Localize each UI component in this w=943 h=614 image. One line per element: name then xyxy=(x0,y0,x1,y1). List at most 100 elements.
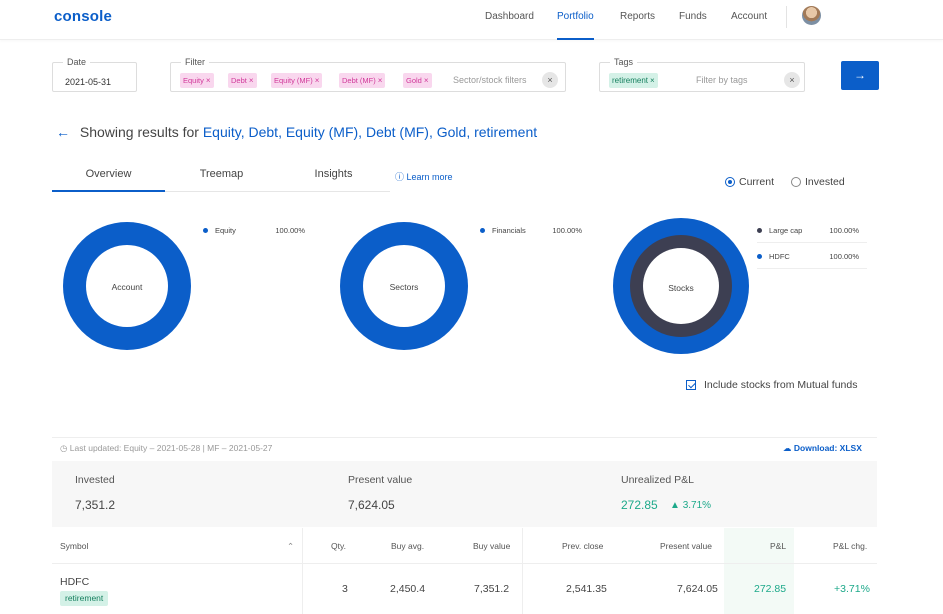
tag-chip-retirement[interactable]: retirement × xyxy=(609,73,658,88)
nav-reports[interactable]: Reports xyxy=(620,11,656,22)
chip-remove-icon[interactable]: × xyxy=(650,76,655,85)
filter-chip-debt-mf[interactable]: Debt (MF) × xyxy=(339,73,386,88)
nav-portfolio[interactable]: Portfolio xyxy=(557,0,594,40)
chip-remove-icon[interactable]: × xyxy=(423,76,429,85)
chip-remove-icon[interactable]: × xyxy=(377,76,383,85)
cloud-download-icon: ☁ xyxy=(783,443,792,453)
legend-equity: Equity 100.00% xyxy=(203,223,305,237)
th-buy-avg[interactable]: Buy avg. xyxy=(391,541,425,551)
table-header-line xyxy=(52,563,877,564)
account-donut[interactable] xyxy=(63,222,191,350)
legend-divider xyxy=(757,268,867,269)
legend-large-cap: Large cap 100.00% xyxy=(757,223,859,237)
pnl-column-highlight xyxy=(724,528,794,614)
filter-field[interactable]: Filter Equity × Debt × Equity (MF) × Debt (… xyxy=(170,57,566,92)
date-value[interactable]: 2021-05-31 xyxy=(65,77,112,87)
row-present-value: 7,624.05 xyxy=(677,583,718,595)
legend-hdfc: HDFC 100.00% xyxy=(757,249,859,263)
stocks-donut[interactable] xyxy=(613,218,749,354)
legend-dot xyxy=(203,227,208,233)
results-terms: Equity, Debt, Equity (MF), Debt (MF), Go… xyxy=(202,124,538,140)
row-buy-value: 7,351.2 xyxy=(474,583,510,595)
invested-label: Invested xyxy=(75,474,115,486)
account-donut-label: Account xyxy=(111,282,143,292)
clear-filters-icon[interactable]: × xyxy=(542,72,558,88)
console-logo[interactable]: console xyxy=(54,8,113,25)
legend-divider xyxy=(757,242,867,243)
date-label: Date xyxy=(63,57,91,68)
radio-unchecked-icon xyxy=(791,177,801,187)
results-prefix: Showing results for xyxy=(79,124,199,140)
th-pnl-chg[interactable]: P&L chg. xyxy=(833,541,868,551)
th-present-value[interactable]: Present value xyxy=(660,541,712,551)
present-value: 7,624.05 xyxy=(348,498,395,512)
last-updated: ◷ Last updated: Equity – 2021-05-28 | MF… xyxy=(60,443,273,453)
row-qty: 3 xyxy=(342,583,348,595)
filter-chip-equity[interactable]: Equity × xyxy=(180,73,214,88)
clear-tags-icon[interactable]: × xyxy=(784,72,800,88)
section-divider xyxy=(52,437,877,438)
pnl-percent: ▲ 3.71% xyxy=(670,500,712,511)
filter-chip-equity-mf[interactable]: Equity (MF) × xyxy=(271,73,323,88)
nav-account[interactable]: Account xyxy=(731,11,768,22)
row-prev-close: 2,541.35 xyxy=(566,583,607,595)
tags-search-input[interactable]: Filter by tags xyxy=(696,75,748,85)
row-pnl-chg: +3.71% xyxy=(834,583,870,595)
column-divider xyxy=(302,528,303,614)
invested-value: 7,351.2 xyxy=(75,498,116,512)
th-symbol[interactable]: Symbol xyxy=(60,541,89,551)
learn-more-link[interactable]: ⓘ Learn more xyxy=(395,172,453,182)
legend-dot xyxy=(480,227,485,233)
filter-search-input[interactable]: Sector/stock filters xyxy=(453,75,527,85)
present-value-label: Present value xyxy=(348,474,413,486)
legend-financials: Financials 100.00% xyxy=(480,223,582,237)
tab-overview[interactable]: Overview xyxy=(52,168,165,192)
row-pnl: 272.85 xyxy=(754,583,787,595)
download-xlsx-link[interactable]: ☁ Download: XLSX xyxy=(783,443,862,453)
stocks-donut-label: Stocks xyxy=(668,283,694,293)
tags-label: Tags xyxy=(610,57,638,68)
row-buy-avg: 2,450.4 xyxy=(390,583,426,595)
arrow-right-icon: → xyxy=(854,68,866,82)
back-arrow-icon[interactable]: ← xyxy=(56,124,70,140)
tab-treemap[interactable]: Treemap xyxy=(199,168,244,180)
chip-remove-icon[interactable]: × xyxy=(314,76,320,85)
nav-funds[interactable]: Funds xyxy=(679,11,707,22)
sort-chevron-up-icon[interactable]: ⌃ xyxy=(287,541,295,551)
row-symbol[interactable]: HDFC xyxy=(60,576,90,588)
column-divider xyxy=(522,528,523,614)
th-prev-close[interactable]: Prev. close xyxy=(562,541,604,551)
clock-icon: ◷ xyxy=(60,443,68,453)
up-triangle-icon: ▲ xyxy=(670,500,680,511)
top-header: console Dashboard Portfolio Reports Fund… xyxy=(0,0,943,40)
th-qty[interactable]: Qty. xyxy=(331,541,346,551)
tabs-underline xyxy=(52,191,390,192)
chip-remove-icon[interactable]: × xyxy=(205,76,211,85)
user-avatar[interactable] xyxy=(802,6,821,25)
filter-chip-gold[interactable]: Gold × xyxy=(403,73,432,88)
tab-insights[interactable]: Insights xyxy=(314,168,353,180)
nav-dashboard[interactable]: Dashboard xyxy=(485,11,534,22)
include-mf-checkbox[interactable]: Include stocks from Mutual funds xyxy=(686,379,858,391)
radio-checked-icon xyxy=(725,177,735,187)
th-pnl[interactable]: P&L xyxy=(770,541,787,551)
checkbox-checked-icon xyxy=(686,380,696,390)
filter-label: Filter xyxy=(181,57,209,68)
th-buy-value[interactable]: Buy value xyxy=(473,541,511,551)
tags-field[interactable]: Tags retirement × Filter by tags × xyxy=(599,57,805,92)
pnl-value: 272.85 xyxy=(621,498,658,512)
radio-invested[interactable]: Invested xyxy=(791,176,845,188)
filter-chip-debt[interactable]: Debt × xyxy=(228,73,257,88)
info-icon: ⓘ xyxy=(395,172,405,182)
row-tag-badge[interactable]: retirement xyxy=(60,591,109,606)
date-field[interactable]: Date 2021-05-31 xyxy=(52,57,137,92)
sectors-donut[interactable] xyxy=(340,222,468,350)
nav-divider xyxy=(786,6,787,28)
apply-filters-button[interactable]: → xyxy=(841,61,879,90)
legend-dot xyxy=(757,253,762,259)
pnl-label: Unrealized P&L xyxy=(621,474,694,486)
chip-remove-icon[interactable]: × xyxy=(248,76,254,85)
radio-current[interactable]: Current xyxy=(725,176,774,188)
sectors-donut-label: Sectors xyxy=(389,282,419,292)
legend-dot xyxy=(757,227,762,233)
